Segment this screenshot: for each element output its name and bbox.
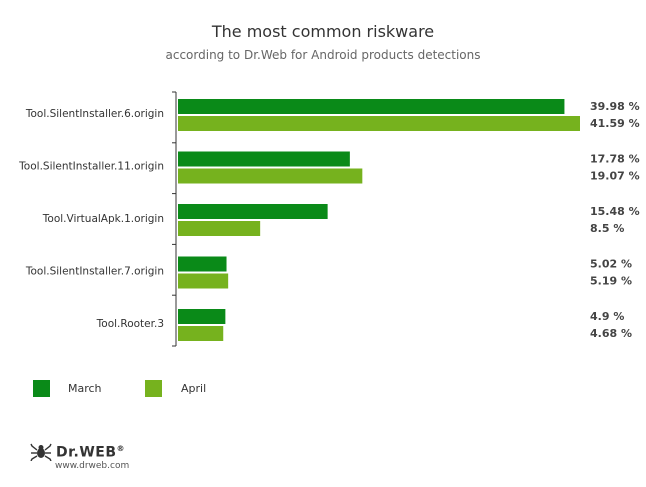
bar-march [178, 309, 226, 324]
chart-subtitle: according to Dr.Web for Android products… [165, 48, 481, 62]
legend-swatch-april [145, 380, 162, 397]
bar-april [178, 273, 229, 289]
category-label: Tool.Rooter.3 [96, 318, 164, 330]
data-label-april: 8.5 % [590, 222, 624, 235]
bar-march [178, 99, 565, 114]
bar-april [178, 168, 363, 184]
bar-march [178, 151, 350, 167]
bar-march [178, 204, 328, 219]
bar-april [178, 116, 580, 131]
data-label-april: 41.59 % [590, 117, 640, 130]
spider-icon [30, 443, 52, 461]
chart-title: The most common riskware [211, 22, 435, 41]
category-label: Tool.VirtualApk.1.origin [42, 213, 164, 225]
data-label-march: 5.02 % [590, 258, 632, 271]
bar-april [178, 326, 224, 341]
data-label-march: 4.9 % [590, 310, 624, 323]
legend-label-march: March [68, 382, 102, 395]
bar-march [178, 256, 227, 272]
category-label: Tool.SilentInstaller.6.origin [25, 108, 164, 120]
data-label-april: 4.68 % [590, 327, 632, 340]
legend-swatch-march [33, 380, 50, 397]
bar-april [178, 221, 261, 236]
data-label-march: 39.98 % [590, 100, 640, 113]
logo-brand: Dr.WEB® [56, 443, 126, 461]
drweb-logo: Dr.WEB® [30, 443, 125, 461]
data-label-march: 15.48 % [590, 205, 640, 218]
legend-label-april: April [181, 382, 207, 395]
category-label: Tool.SilentInstaller.11.origin [18, 161, 164, 173]
category-label: Tool.SilentInstaller.7.origin [25, 266, 164, 278]
data-label-march: 17.78 % [590, 153, 640, 166]
data-label-april: 19.07 % [590, 170, 640, 183]
data-label-april: 5.19 % [590, 275, 632, 288]
logo-url: www.drweb.com [55, 461, 130, 471]
